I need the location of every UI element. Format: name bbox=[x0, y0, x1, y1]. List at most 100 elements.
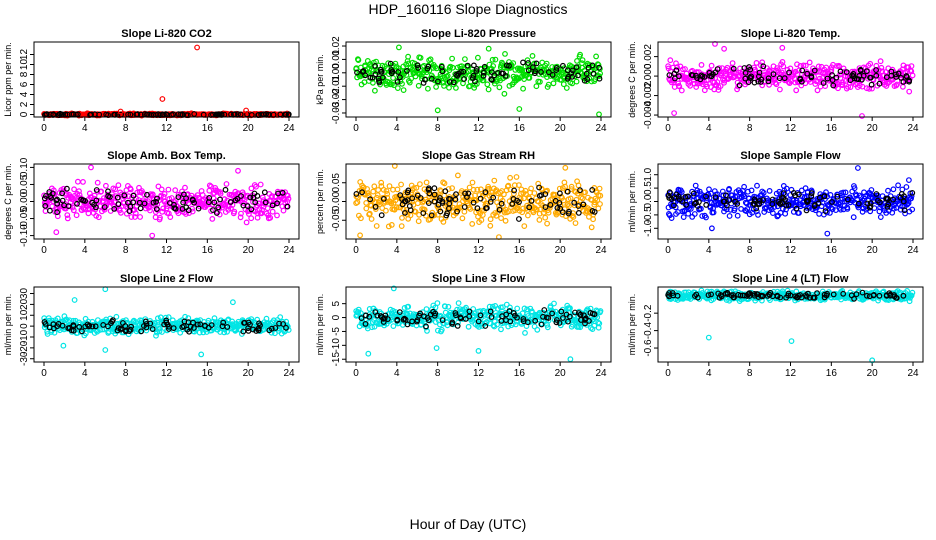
black-data-point bbox=[149, 326, 156, 333]
data-point bbox=[160, 205, 167, 212]
x-tick-label: 4 bbox=[394, 368, 400, 379]
black-data-point bbox=[252, 199, 259, 206]
data-point bbox=[371, 183, 378, 190]
black-data-point bbox=[461, 76, 468, 82]
data-point bbox=[375, 62, 382, 69]
data-point bbox=[731, 205, 738, 212]
data-point bbox=[533, 83, 540, 90]
data-point bbox=[474, 186, 481, 193]
y-tick-label: -0.2 bbox=[643, 304, 654, 322]
data-point bbox=[476, 192, 483, 198]
black-data-point bbox=[742, 75, 749, 82]
data-point bbox=[391, 82, 397, 89]
black-data-point bbox=[549, 310, 555, 317]
data-point bbox=[885, 187, 891, 194]
black-data-point bbox=[596, 64, 602, 71]
x-tick-label: 20 bbox=[243, 245, 255, 256]
x-tick-label: 0 bbox=[41, 123, 47, 134]
data-point bbox=[734, 212, 741, 219]
data-point bbox=[172, 187, 179, 194]
data-point bbox=[206, 182, 213, 189]
panel-title: Slope Sample Flow bbox=[740, 150, 841, 162]
black-data-point bbox=[557, 190, 563, 197]
data-point bbox=[449, 55, 456, 62]
black-data-point bbox=[115, 201, 122, 208]
black-data-point bbox=[121, 192, 128, 199]
y-tick-label: 4 bbox=[19, 91, 30, 97]
data-point bbox=[485, 86, 492, 93]
y-tick-label: -0.002 bbox=[643, 81, 654, 110]
y-tick-label: 1.0 bbox=[643, 167, 654, 181]
black-data-point bbox=[589, 62, 596, 69]
black-data-point bbox=[420, 210, 427, 217]
black-data-point bbox=[480, 69, 487, 76]
data-point bbox=[82, 315, 89, 322]
black-data-point bbox=[885, 201, 892, 208]
black-data-point bbox=[682, 193, 689, 200]
data-point bbox=[366, 210, 373, 217]
data-point bbox=[588, 224, 595, 231]
black-data-point bbox=[47, 193, 54, 200]
outlier-point bbox=[824, 230, 831, 237]
black-data-point bbox=[898, 190, 905, 197]
data-point bbox=[780, 182, 787, 189]
black-data-point bbox=[461, 204, 468, 210]
black-data-point bbox=[571, 199, 578, 206]
black-data-point bbox=[883, 74, 890, 81]
black-data-point bbox=[575, 72, 581, 79]
black-data-point bbox=[404, 321, 411, 328]
black-data-point bbox=[262, 199, 269, 206]
black-data-point bbox=[417, 310, 424, 317]
black-data-point bbox=[566, 208, 572, 215]
black-data-point bbox=[583, 70, 590, 77]
data-point bbox=[847, 84, 854, 90]
data-point bbox=[908, 63, 915, 69]
black-data-point bbox=[397, 74, 403, 81]
black-data-point bbox=[693, 291, 700, 298]
data-point bbox=[687, 82, 693, 89]
outlier-point bbox=[567, 356, 574, 363]
outlier-point bbox=[596, 111, 602, 118]
black-data-point bbox=[487, 308, 494, 315]
black-data-point bbox=[442, 188, 449, 195]
data-point bbox=[268, 320, 274, 327]
data-point bbox=[524, 207, 531, 214]
data-point bbox=[844, 205, 851, 212]
plot-frame bbox=[657, 41, 924, 118]
data-point bbox=[905, 200, 912, 207]
black-data-point bbox=[446, 195, 452, 202]
black-data-point bbox=[530, 64, 536, 71]
outlier-point bbox=[788, 338, 795, 345]
data-point bbox=[868, 187, 875, 193]
black-data-point bbox=[796, 191, 802, 198]
x-tick-label: 8 bbox=[123, 368, 129, 379]
data-point bbox=[866, 85, 873, 92]
x-axis-title: Hour of Day (UTC) bbox=[409, 516, 527, 532]
black-data-point bbox=[402, 209, 408, 216]
data-point bbox=[560, 81, 567, 88]
black-data-point bbox=[830, 291, 837, 298]
data-point bbox=[495, 305, 501, 312]
black-data-point bbox=[751, 79, 758, 86]
x-tick-label: 16 bbox=[514, 368, 526, 379]
black-data-point bbox=[510, 195, 517, 202]
black-data-point bbox=[454, 323, 461, 329]
black-data-point bbox=[70, 323, 77, 330]
black-data-point bbox=[888, 68, 895, 75]
data-point bbox=[370, 188, 377, 195]
data-point bbox=[780, 205, 786, 212]
data-point bbox=[507, 174, 514, 181]
plot-frame bbox=[345, 41, 612, 118]
black-data-point bbox=[179, 324, 186, 331]
x-tick-label: 0 bbox=[665, 245, 671, 256]
data-point bbox=[900, 83, 906, 90]
data-point bbox=[520, 85, 526, 92]
black-data-point bbox=[141, 200, 148, 207]
data-point bbox=[71, 186, 77, 193]
black-data-point bbox=[748, 75, 754, 81]
black-data-point bbox=[760, 197, 766, 204]
black-data-point bbox=[803, 207, 810, 214]
data-point bbox=[205, 201, 212, 208]
black-data-point bbox=[150, 199, 157, 206]
x-tick-label: 8 bbox=[747, 123, 753, 134]
